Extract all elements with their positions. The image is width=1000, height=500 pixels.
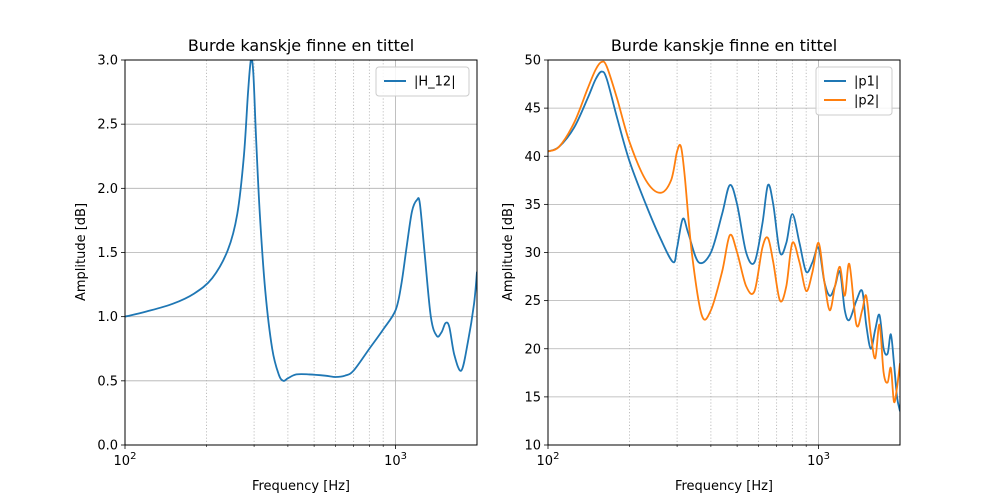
chart-right-title: Burde kanskje finne en tittel: [611, 36, 837, 55]
y-tick-label: 0.0: [97, 439, 118, 454]
series-line-1: [125, 60, 477, 382]
y-tick-label: 10: [524, 439, 541, 454]
y-tick-label: 1.5: [97, 246, 118, 261]
chart-left-legend: |H_12|: [375, 66, 470, 97]
y-tick-label: 3.0: [97, 54, 118, 69]
chart-right-xlabel: Frequency [Hz]: [675, 479, 773, 494]
x-tick-exponent: 2: [553, 451, 559, 462]
legend-label: |p1|: [854, 75, 879, 90]
y-tick-label: 40: [524, 150, 541, 165]
x-tick-exponent: 2: [130, 451, 136, 462]
chart-left-ylabel: Amplitude [dB]: [74, 203, 89, 301]
y-tick-label: 25: [524, 294, 541, 309]
y-tick-label: 0.5: [97, 374, 118, 389]
chart-left-series: [125, 60, 477, 382]
legend-label: |p2|: [854, 94, 879, 109]
y-tick-label: 30: [524, 246, 541, 261]
y-tick-label: 35: [524, 198, 541, 213]
chart-left-xlabel: Frequency [Hz]: [252, 479, 350, 494]
chart-right-ylabel: Amplitude [dB]: [501, 203, 516, 301]
series-line-1: [548, 70, 900, 412]
y-tick-label: 20: [524, 342, 541, 357]
y-tick-label: 50: [524, 54, 541, 69]
x-tick-exponent: 3: [824, 451, 830, 462]
legend-label: |H_12|: [414, 75, 456, 90]
chart-left-title: Burde kanskje finne en tittel: [188, 36, 414, 55]
legend-box: [815, 66, 893, 116]
y-tick-label: 45: [524, 102, 541, 117]
y-tick-label: 2.0: [97, 182, 118, 197]
legend-box: [375, 66, 470, 97]
chart-right-series: [548, 60, 900, 412]
y-tick-label: 15: [524, 390, 541, 405]
y-tick-label: 2.5: [97, 118, 118, 133]
y-tick-label: 1.0: [97, 310, 118, 325]
x-tick-exponent: 3: [401, 451, 407, 462]
chart-right-legend: |p1| |p2|: [815, 66, 893, 116]
series-line-2: [548, 60, 900, 404]
